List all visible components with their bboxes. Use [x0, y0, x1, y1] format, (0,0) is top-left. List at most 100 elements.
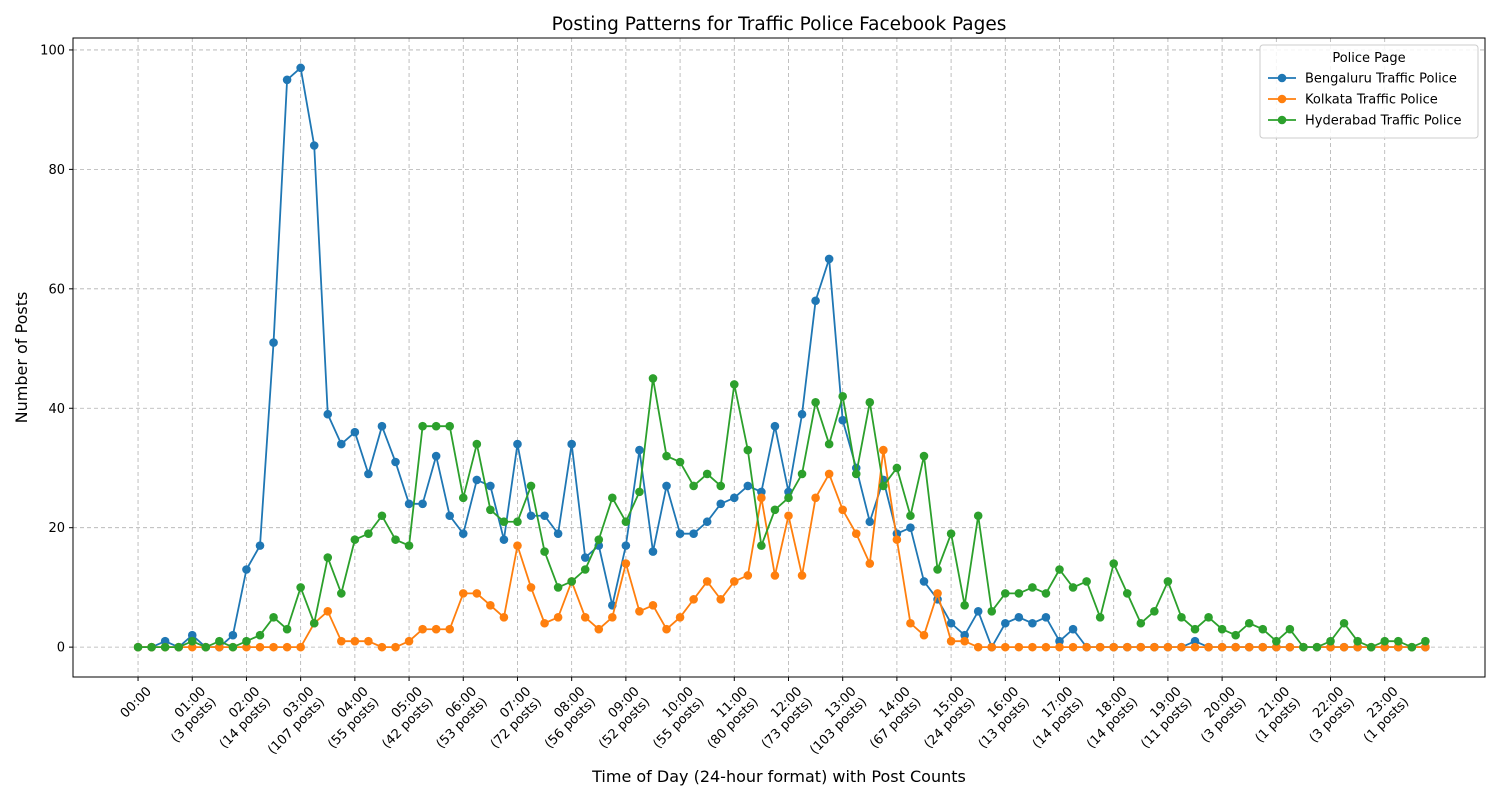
data-point	[608, 612, 617, 622]
data-point	[445, 421, 455, 431]
data-point	[716, 499, 726, 509]
data-point	[635, 487, 644, 497]
data-point	[1095, 612, 1105, 622]
x-tick-label: 08:00(56 posts)	[531, 684, 599, 752]
data-point	[729, 493, 739, 503]
data-point	[1393, 636, 1403, 646]
data-point	[472, 475, 482, 485]
data-point	[1204, 612, 1213, 622]
data-point	[242, 565, 251, 574]
data-point	[635, 607, 644, 616]
data-point	[1272, 642, 1281, 652]
data-point	[1136, 618, 1146, 628]
data-point	[1136, 642, 1146, 652]
data-point	[553, 529, 563, 538]
y-tick-label: 40	[48, 402, 65, 417]
series-group	[133, 63, 1430, 652]
data-point	[323, 553, 333, 562]
data-point	[621, 517, 631, 527]
data-point	[431, 451, 441, 461]
data-point	[1258, 624, 1268, 634]
data-point	[648, 547, 658, 556]
data-point	[1001, 618, 1010, 628]
x-tick-label: 19:00(11 posts)	[1128, 684, 1196, 752]
data-point	[526, 511, 536, 521]
data-point	[255, 630, 265, 640]
data-point	[906, 618, 915, 628]
data-point	[309, 618, 319, 628]
data-point	[1339, 618, 1349, 628]
data-point	[702, 517, 712, 527]
data-point	[1068, 624, 1078, 634]
data-point	[987, 607, 997, 616]
data-point	[608, 493, 617, 503]
x-tick-label: 05:00(42 posts)	[369, 684, 437, 752]
data-point	[838, 415, 847, 425]
data-point	[526, 481, 536, 491]
data-point	[648, 374, 658, 383]
data-point	[933, 565, 942, 574]
data-point	[445, 624, 455, 634]
data-point	[824, 254, 834, 264]
data-point	[255, 541, 265, 550]
data-point	[580, 612, 590, 622]
data-point	[1068, 583, 1078, 592]
data-point	[811, 296, 820, 306]
data-point	[418, 421, 427, 431]
data-point	[621, 559, 631, 568]
data-point	[1028, 583, 1037, 592]
data-point	[906, 511, 915, 521]
x-tick-label: 21:00(1 posts)	[1242, 684, 1304, 746]
data-point	[364, 529, 373, 538]
data-point	[919, 577, 929, 586]
data-point	[296, 63, 305, 73]
data-point	[187, 630, 197, 640]
data-point	[269, 338, 278, 347]
data-point	[499, 535, 509, 544]
data-point	[824, 439, 834, 449]
data-point	[621, 541, 631, 550]
data-point	[1244, 642, 1254, 652]
y-tick-label: 60	[48, 282, 65, 297]
data-point	[892, 535, 902, 544]
data-point	[1353, 642, 1362, 652]
data-point	[689, 529, 698, 538]
x-tick-label: 07:00(72 posts)	[477, 684, 545, 752]
data-point	[1001, 589, 1010, 598]
data-point	[458, 493, 468, 503]
data-point	[689, 595, 698, 604]
data-point	[675, 612, 685, 622]
data-point	[1190, 624, 1200, 634]
data-point	[567, 439, 576, 449]
data-point	[1014, 642, 1024, 652]
data-point	[987, 642, 997, 652]
data-point	[540, 547, 549, 556]
data-point	[513, 541, 522, 550]
x-axis-label: Time of Day (24-hour format) with Post C…	[591, 767, 966, 786]
data-point	[946, 618, 956, 628]
data-point	[486, 481, 495, 491]
data-point	[296, 642, 305, 652]
data-point	[445, 511, 455, 521]
data-point	[946, 636, 956, 646]
data-point	[187, 642, 197, 652]
data-point	[1055, 642, 1064, 652]
data-point	[309, 141, 319, 150]
data-point	[174, 642, 183, 652]
data-point	[729, 577, 739, 586]
data-point	[282, 75, 292, 85]
data-point	[879, 445, 888, 455]
data-point	[1122, 589, 1132, 598]
x-tick-label: 16:00(13 posts)	[965, 684, 1033, 752]
data-point	[350, 427, 360, 437]
data-point	[404, 499, 414, 509]
data-point	[580, 553, 590, 562]
data-point	[675, 529, 685, 538]
x-tick-label: 15:00(24 posts)	[911, 684, 979, 752]
data-point	[1163, 577, 1173, 586]
data-point	[160, 642, 170, 652]
data-point	[431, 421, 441, 431]
data-point	[404, 541, 414, 550]
data-point	[323, 607, 333, 616]
